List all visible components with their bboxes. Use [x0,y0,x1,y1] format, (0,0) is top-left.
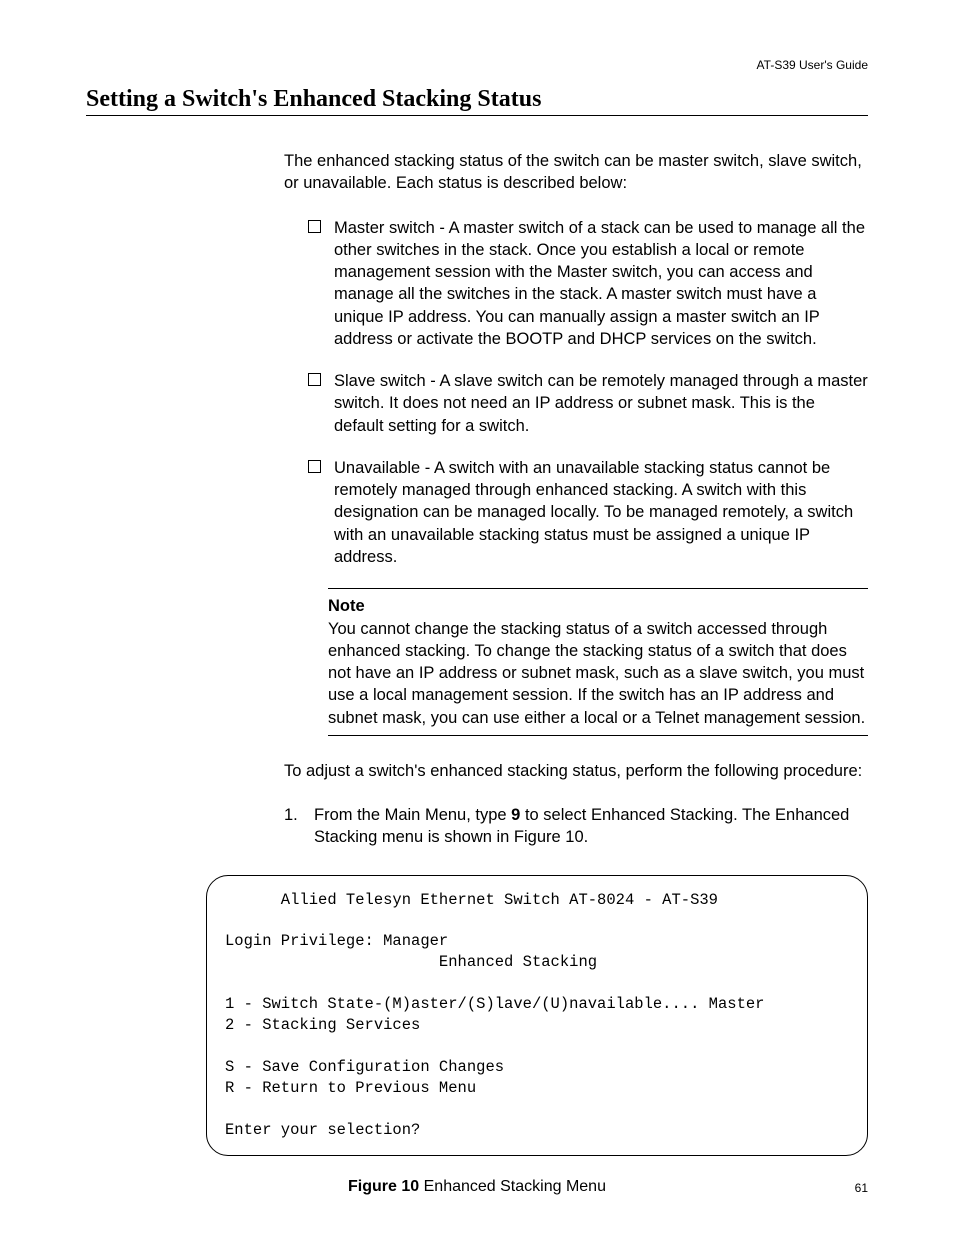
terminal-screenshot: Allied Telesyn Ethernet Switch AT-8024 -… [206,875,868,1156]
checkbox-icon [308,220,321,233]
bullet-text: Unavailable - A switch with an unavailab… [334,459,853,566]
terminal-option-1: 1 - Switch State-(M)aster/(S)lave/(U)nav… [225,995,765,1013]
terminal-save-line: S - Save Configuration Changes [225,1058,504,1076]
terminal-menu-title: Enhanced Stacking [225,953,597,971]
intro-paragraph: The enhanced stacking status of the swit… [284,150,868,195]
figure-caption-text: Enhanced Stacking Menu [419,1178,606,1195]
step-text-before: From the Main Menu, type [314,806,511,824]
checkbox-icon [308,373,321,386]
terminal-return-line: R - Return to Previous Menu [225,1079,476,1097]
body-content: The enhanced stacking status of the swit… [284,150,868,849]
bullet-item-slave: Slave switch - A slave switch can be rem… [284,370,868,437]
note-text: You cannot change the stacking status of… [328,620,865,727]
bullet-item-unavailable: Unavailable - A switch with an unavailab… [284,457,868,568]
figure-caption: Figure 10 Enhanced Stacking Menu [86,1178,868,1196]
page-number: 61 [855,1181,868,1195]
terminal-device-title: Allied Telesyn Ethernet Switch AT-8024 -… [225,890,849,911]
step-1: 1. From the Main Menu, type 9 to select … [284,804,868,849]
terminal-option-2: 2 - Stacking Services [225,1016,420,1034]
bullet-text: Slave switch - A slave switch can be rem… [334,372,868,435]
title-rule [86,115,868,116]
status-bullet-list: Master switch - A master switch of a sta… [284,217,868,569]
section-title: Setting a Switch's Enhanced Stacking Sta… [86,86,868,113]
step-bold-key: 9 [511,806,520,824]
header-guide-title: AT-S39 User's Guide [757,58,868,72]
checkbox-icon [308,460,321,473]
note-label: Note [328,597,365,615]
bullet-item-master: Master switch - A master switch of a sta… [284,217,868,351]
terminal-prompt: Enter your selection? [225,1121,420,1139]
procedure-intro: To adjust a switch's enhanced stacking s… [284,760,868,782]
figure-label: Figure 10 [348,1178,419,1195]
step-number: 1. [284,804,298,826]
procedure-steps: 1. From the Main Menu, type 9 to select … [284,804,868,849]
note-box: Note You cannot change the stacking stat… [328,588,868,736]
bullet-text: Master switch - A master switch of a sta… [334,219,865,348]
terminal-login-line: Login Privilege: Manager [225,932,448,950]
document-page: AT-S39 User's Guide Setting a Switch's E… [0,0,954,1235]
